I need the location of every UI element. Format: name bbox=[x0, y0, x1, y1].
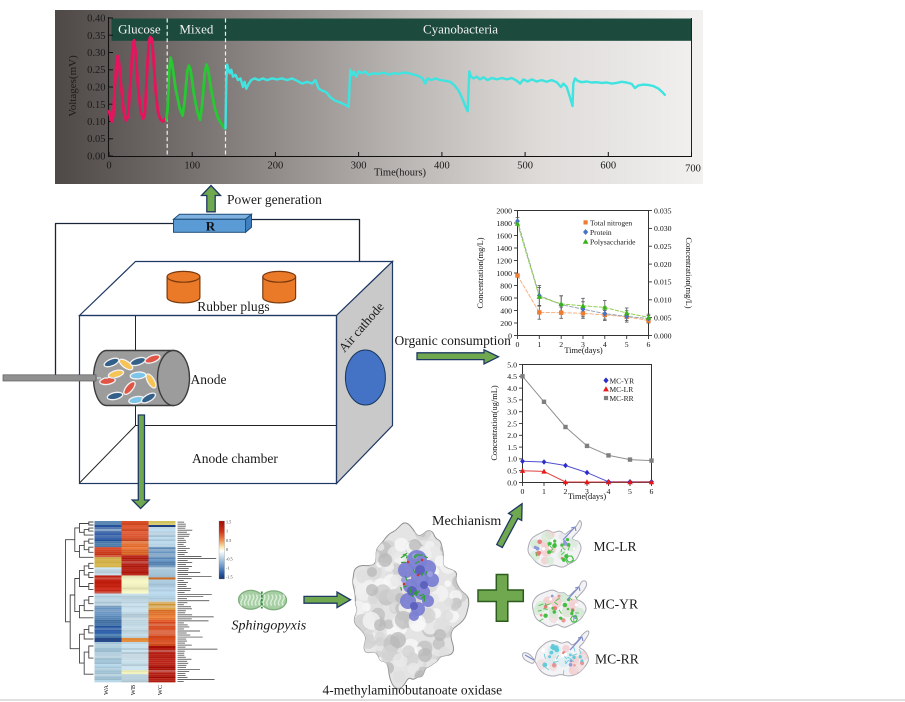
svg-text:0.0: 0.0 bbox=[507, 478, 517, 487]
svg-text:WC: WC bbox=[157, 685, 164, 695]
svg-text:1.5: 1.5 bbox=[226, 520, 231, 525]
svg-text:0.30: 0.30 bbox=[87, 48, 105, 59]
svg-text:4: 4 bbox=[607, 487, 611, 496]
svg-text:Organic consumption: Organic consumption bbox=[395, 333, 512, 348]
svg-text:2000: 2000 bbox=[496, 206, 512, 215]
svg-text:3: 3 bbox=[585, 487, 589, 496]
svg-text:700: 700 bbox=[685, 164, 701, 175]
svg-text:3: 3 bbox=[581, 340, 585, 349]
svg-text:3.0: 3.0 bbox=[507, 408, 517, 417]
svg-text:0.10: 0.10 bbox=[87, 117, 105, 128]
svg-text:0.40: 0.40 bbox=[87, 14, 105, 25]
svg-text:Concentration(mg/L): Concentration(mg/L) bbox=[476, 237, 485, 308]
svg-text:Total nitrogen: Total nitrogen bbox=[590, 218, 632, 227]
svg-text:1.5: 1.5 bbox=[507, 443, 517, 452]
svg-text:Protein: Protein bbox=[590, 228, 612, 237]
svg-text:1200: 1200 bbox=[496, 256, 512, 265]
svg-text:WA: WA bbox=[103, 685, 110, 695]
svg-text:1: 1 bbox=[542, 487, 546, 496]
svg-text:Sphingopyxis: Sphingopyxis bbox=[232, 619, 307, 634]
svg-text:Polysaccharide: Polysaccharide bbox=[590, 238, 636, 247]
svg-text:1: 1 bbox=[226, 529, 228, 534]
svg-text:2.5: 2.5 bbox=[507, 419, 517, 428]
svg-text:400: 400 bbox=[500, 306, 512, 315]
svg-text:6: 6 bbox=[647, 340, 651, 349]
svg-text:0: 0 bbox=[226, 547, 228, 552]
svg-text:0.020: 0.020 bbox=[654, 260, 672, 269]
svg-text:200: 200 bbox=[500, 319, 512, 328]
svg-text:200: 200 bbox=[268, 161, 284, 172]
svg-text:Voltages(mV): Voltages(mV) bbox=[67, 55, 79, 117]
svg-text:Power generation: Power generation bbox=[227, 192, 322, 207]
svg-text:2: 2 bbox=[564, 487, 568, 496]
svg-text:5: 5 bbox=[628, 487, 632, 496]
svg-text:5: 5 bbox=[625, 340, 629, 349]
svg-text:0.010: 0.010 bbox=[654, 296, 672, 305]
svg-text:0.030: 0.030 bbox=[654, 224, 672, 233]
svg-text:MC-YR: MC-YR bbox=[610, 376, 635, 385]
svg-text:0.5: 0.5 bbox=[507, 467, 517, 476]
svg-text:MC-YR: MC-YR bbox=[594, 597, 639, 612]
svg-text:0: 0 bbox=[516, 340, 520, 349]
svg-text:0.5: 0.5 bbox=[226, 538, 231, 543]
svg-text:Rubber plugs: Rubber plugs bbox=[197, 299, 269, 314]
svg-text:R: R bbox=[206, 219, 216, 234]
svg-text:Time(hours): Time(hours) bbox=[374, 168, 427, 179]
svg-text:2: 2 bbox=[559, 340, 563, 349]
svg-text:5.0: 5.0 bbox=[507, 360, 517, 369]
svg-text:4: 4 bbox=[603, 340, 607, 349]
svg-text:0.20: 0.20 bbox=[87, 83, 105, 94]
svg-text:-1.5: -1.5 bbox=[226, 575, 233, 580]
svg-text:Concentration(mg/L): Concentration(mg/L) bbox=[684, 237, 693, 308]
svg-text:1400: 1400 bbox=[496, 244, 512, 253]
svg-text:0.000: 0.000 bbox=[654, 331, 672, 340]
svg-text:600: 600 bbox=[600, 161, 616, 172]
svg-text:4.0: 4.0 bbox=[507, 384, 517, 393]
svg-text:-0.5: -0.5 bbox=[226, 556, 233, 561]
svg-text:Time(days): Time(days) bbox=[568, 492, 607, 501]
svg-text:0.015: 0.015 bbox=[654, 278, 672, 287]
svg-text:Mixed: Mixed bbox=[179, 22, 213, 37]
svg-text:0.15: 0.15 bbox=[87, 100, 105, 111]
svg-text:MC-RR: MC-RR bbox=[595, 652, 640, 667]
svg-text:2.0: 2.0 bbox=[507, 431, 517, 440]
svg-text:300: 300 bbox=[351, 161, 367, 172]
svg-text:100: 100 bbox=[184, 161, 200, 172]
svg-text:0.00: 0.00 bbox=[87, 152, 105, 163]
svg-text:Glucose: Glucose bbox=[118, 22, 161, 37]
svg-text:0: 0 bbox=[508, 331, 512, 340]
svg-text:0.35: 0.35 bbox=[87, 31, 105, 42]
svg-text:MC-LR: MC-LR bbox=[594, 539, 638, 554]
svg-text:Cyanobacteria: Cyanobacteria bbox=[423, 22, 498, 37]
svg-text:3.5: 3.5 bbox=[507, 396, 517, 405]
svg-text:1600: 1600 bbox=[496, 231, 512, 240]
svg-text:0.005: 0.005 bbox=[654, 313, 672, 322]
svg-text:1000: 1000 bbox=[496, 269, 512, 278]
svg-text:500: 500 bbox=[517, 161, 533, 172]
svg-text:800: 800 bbox=[500, 281, 512, 290]
svg-text:1.0: 1.0 bbox=[507, 455, 517, 464]
svg-text:0: 0 bbox=[106, 161, 111, 172]
svg-text:0.035: 0.035 bbox=[654, 206, 672, 215]
svg-text:-1: -1 bbox=[226, 566, 230, 571]
svg-text:6: 6 bbox=[650, 487, 654, 496]
svg-text:MC-RR: MC-RR bbox=[610, 394, 634, 403]
svg-text:Anode: Anode bbox=[191, 372, 227, 387]
svg-text:4.5: 4.5 bbox=[507, 372, 517, 381]
svg-text:Time(days): Time(days) bbox=[564, 346, 603, 355]
svg-text:0.025: 0.025 bbox=[654, 242, 672, 251]
svg-text:Concentration(ug/mL): Concentration(ug/mL) bbox=[490, 385, 499, 461]
svg-text:WB: WB bbox=[130, 684, 137, 695]
svg-text:1800: 1800 bbox=[496, 219, 512, 228]
svg-text:0.05: 0.05 bbox=[87, 134, 105, 145]
svg-text:Mechianism: Mechianism bbox=[432, 514, 501, 529]
svg-text:1: 1 bbox=[537, 340, 541, 349]
svg-text:Anode chamber: Anode chamber bbox=[192, 451, 278, 466]
svg-text:400: 400 bbox=[434, 161, 450, 172]
svg-text:600: 600 bbox=[500, 294, 512, 303]
svg-text:0.25: 0.25 bbox=[87, 65, 105, 76]
svg-text:0: 0 bbox=[521, 487, 525, 496]
svg-text:4-methylaminobutanoate oxidase: 4-methylaminobutanoate oxidase bbox=[323, 683, 503, 698]
svg-text:MC-LR: MC-LR bbox=[610, 385, 634, 394]
